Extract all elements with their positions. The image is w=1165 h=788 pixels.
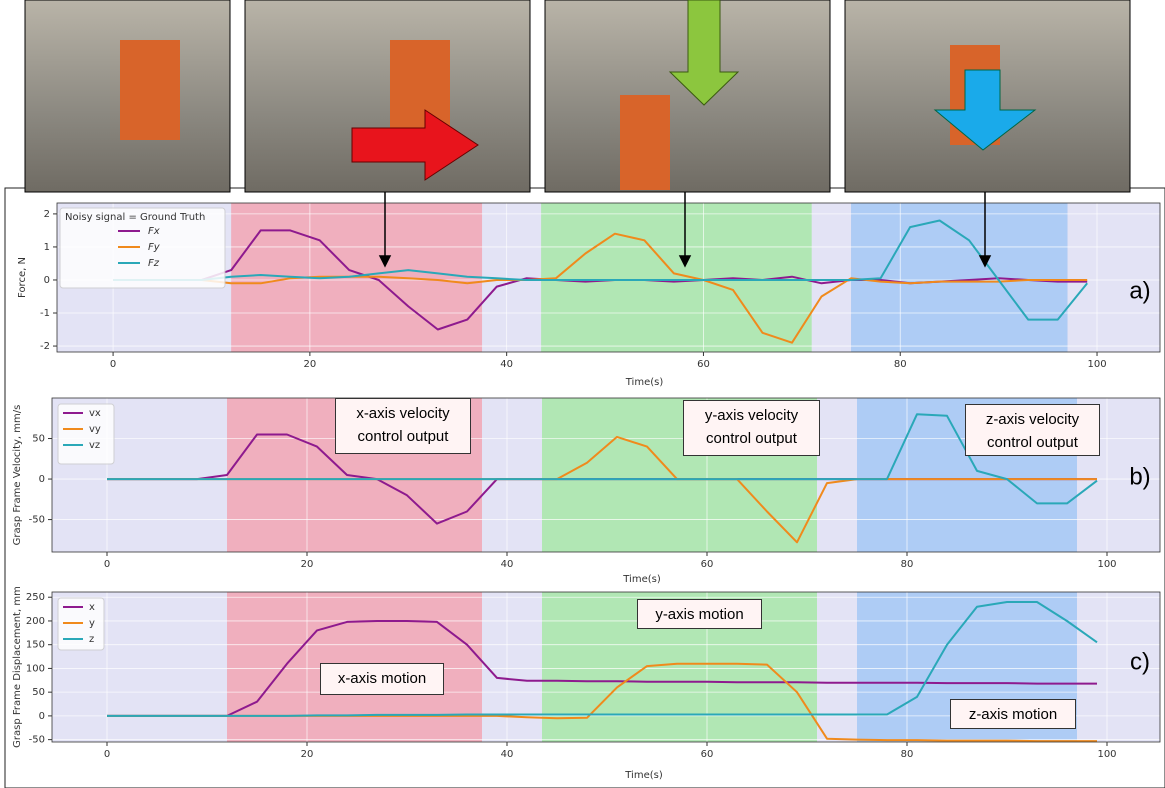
y-tick-label: 0 — [44, 275, 50, 286]
x-tick-label: 40 — [501, 749, 514, 760]
arrowhead — [378, 255, 392, 268]
plot-frame — [51, 591, 1161, 743]
x-axis-title: Time(s) — [622, 574, 661, 585]
legend-label: y — [89, 618, 95, 629]
legend-label: Fz — [148, 258, 160, 269]
legend-label: Fy — [148, 242, 161, 253]
x-tick-label: 100 — [1097, 749, 1116, 760]
annotation: z-axis motion — [950, 699, 1076, 729]
x-tick-label: 0 — [110, 359, 116, 370]
x-tick-label: 20 — [301, 749, 314, 760]
gripper — [620, 95, 670, 190]
phase-region — [541, 203, 812, 352]
panel-label: b) — [1129, 463, 1150, 490]
x-tick-label: 0 — [104, 559, 110, 570]
x-tick-label: 60 — [697, 359, 710, 370]
arrow-x — [351, 109, 479, 181]
x-tick-label: 20 — [301, 559, 314, 570]
legend: xyz — [57, 597, 105, 651]
annotation: y-axis velocity control output — [683, 400, 820, 456]
y-tick-label: -2 — [40, 341, 50, 352]
annotation: x-axis motion — [320, 663, 444, 695]
series-line — [107, 620, 1097, 717]
arrowhead — [978, 255, 992, 268]
series-line — [113, 219, 1088, 321]
photo — [244, 0, 531, 193]
legend-label: vy — [89, 424, 101, 435]
annotation: x-axis velocity control output — [335, 398, 471, 454]
x-tick-label: 80 — [901, 559, 914, 570]
series-line — [107, 413, 1098, 505]
x-tick-label: 20 — [304, 359, 317, 370]
x-tick-label: 60 — [701, 559, 714, 570]
x-tick-label: 100 — [1097, 559, 1116, 570]
gripper — [120, 40, 180, 140]
legend-label: Fx — [148, 226, 160, 237]
series-line — [113, 232, 1088, 344]
y-tick-label: 0 — [39, 474, 45, 485]
y-axis-title: Grasp Frame Displacement, mm — [12, 586, 23, 748]
x-tick-label: 40 — [500, 359, 513, 370]
panel-label: a) — [1129, 277, 1150, 304]
y-axis-title: Grasp Frame Velocity, mm/s — [12, 405, 23, 546]
y-tick-label: 0 — [39, 711, 45, 722]
plot-frame — [51, 397, 1161, 553]
legend-label: vz — [89, 440, 100, 451]
phase-region — [851, 203, 1068, 352]
x-tick-label: 100 — [1087, 359, 1106, 370]
legend-label: z — [89, 634, 94, 645]
y-tick-label: -50 — [29, 515, 45, 526]
x-tick-label: 40 — [501, 559, 514, 570]
connectors — [378, 192, 992, 268]
x-axis-title: Time(s) — [624, 770, 663, 781]
y-tick-label: 2 — [44, 209, 50, 220]
legend-label: x — [89, 602, 95, 613]
y-tick-label: 1 — [44, 242, 50, 253]
y-axis-title: Force, N — [17, 257, 28, 298]
arrow-z — [933, 69, 1037, 151]
x-tick-label: 80 — [894, 359, 907, 370]
plot-frame — [56, 202, 1161, 353]
y-tick-label: 200 — [26, 616, 45, 627]
arrow-y — [668, 0, 740, 106]
y-tick-label: -1 — [40, 308, 50, 319]
x-tick-label: 0 — [104, 749, 110, 760]
y-tick-label: 50 — [32, 434, 45, 445]
legend: Noisy signal = Ground Truth Fx Fy Fz — [59, 207, 226, 289]
legend-box — [59, 207, 226, 289]
annotation: z-axis velocity control output — [965, 404, 1100, 456]
legend-title: Noisy signal = Ground Truth — [65, 212, 205, 223]
y-tick-label: 100 — [26, 663, 45, 674]
panel-label: c) — [1130, 648, 1150, 675]
legend-box — [57, 403, 115, 465]
x-axis-title: Time(s) — [625, 377, 664, 388]
annotation: y-axis motion — [637, 599, 762, 629]
photos — [24, 0, 1131, 193]
y-tick-label: 50 — [32, 687, 45, 698]
y-tick-label: 250 — [26, 592, 45, 603]
series-line — [107, 601, 1098, 717]
y-tick-label: 150 — [26, 640, 45, 651]
x-tick-label: 80 — [901, 749, 914, 760]
arrowhead — [678, 255, 692, 268]
legend: vx vy vz — [57, 403, 115, 465]
legend-label: vx — [89, 408, 101, 419]
x-tick-label: 60 — [701, 749, 714, 760]
y-tick-label: -50 — [29, 735, 45, 746]
